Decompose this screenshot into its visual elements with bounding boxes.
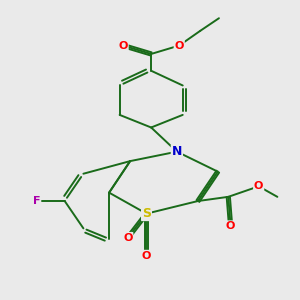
Text: O: O [118,40,128,50]
Text: O: O [175,40,184,50]
Text: F: F [33,196,40,206]
Text: N: N [172,145,182,158]
Text: O: O [142,251,151,261]
Text: S: S [142,207,151,220]
Text: O: O [254,181,263,191]
Text: O: O [226,221,235,231]
Text: O: O [123,233,133,243]
